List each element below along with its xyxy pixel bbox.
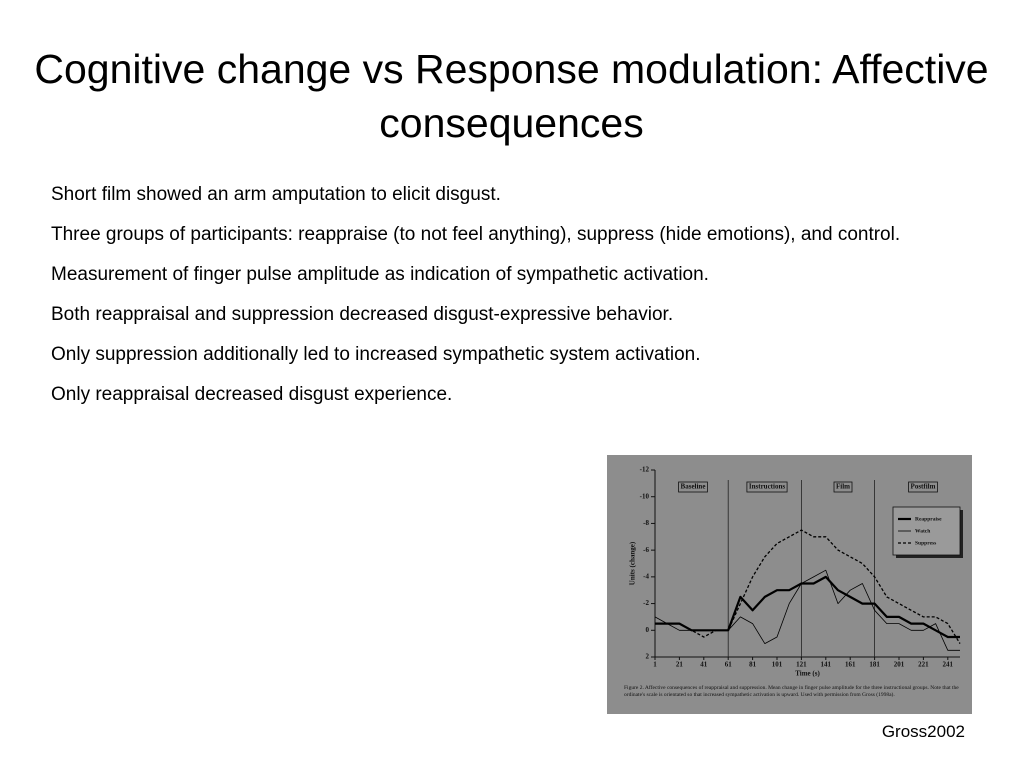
legend-box: [892, 506, 961, 556]
bullet: Short film showed an arm amputation to e…: [51, 184, 501, 205]
phase-label-box: [678, 481, 708, 493]
y-tick-label: -8: [643, 519, 649, 527]
x-tick-label: 101: [772, 661, 783, 669]
series-line: [655, 575, 960, 639]
x-tick-label: 61: [725, 661, 733, 669]
phase-label-box: [746, 481, 788, 493]
y-tick-label: -2: [643, 599, 649, 607]
x-tick-label: 21: [676, 661, 684, 669]
x-tick-label: 81: [749, 661, 757, 669]
phase-label: Instructions: [746, 481, 788, 493]
series-line: [654, 569, 960, 651]
series-line: [655, 529, 961, 644]
bullet: Only reappraisal decreased disgust exper…: [51, 384, 453, 405]
chart: 20-2-4-6-8-10-121 21 41 61 81 101 121 141 161 181…: [629, 466, 963, 678]
phase-label-box: [833, 481, 853, 493]
legend-label: Suppress: [915, 540, 936, 546]
bullet-list: Short film showed an arm amputation to e…: [51, 181, 981, 421]
legend-label: Reappraise: [915, 516, 942, 522]
x-tick-label: 181: [869, 661, 880, 669]
x-tick-label: 201: [894, 661, 905, 669]
phase-label-text: Baseline: [681, 483, 706, 491]
x-tick-label: 161: [845, 661, 856, 669]
figure-caption: Figure 2. Affective consequences of reap…: [624, 685, 959, 698]
y-tick-label: 0: [646, 626, 650, 634]
credit: Gross2002: [881, 722, 965, 741]
x-tick-label: 141: [821, 661, 832, 669]
y-tick-label: -10: [640, 492, 650, 500]
x-tick-label: 221: [918, 661, 929, 669]
slide-title: Cognitive change vs Response modulation:…: [34, 46, 989, 146]
phase-label-text: Instructions: [749, 483, 785, 491]
y-axis-label: Units (change): [629, 541, 637, 585]
bullet: Measurement of finger pulse amplitude as…: [51, 264, 709, 285]
y-tick-label: -4: [643, 572, 649, 580]
x-tick-label: 241: [943, 661, 954, 669]
phase-label: Baseline: [678, 481, 708, 493]
x-tick-label: 41: [700, 661, 708, 669]
phase-label-text: Postfilm: [911, 483, 936, 491]
x-tick-label: 121: [796, 661, 807, 669]
phase-label-box: [908, 481, 938, 493]
bullet: Only suppression additionally led to inc…: [51, 344, 701, 365]
phase-label: Postfilm: [908, 481, 938, 493]
figure: 2 0 -2 -4 -6 -8 -10 -12 1 21 41 61 81 101 121 141 161 181…: [607, 455, 972, 714]
bullet: Three groups of participants: reappraise…: [51, 224, 901, 245]
phase-label-text: Film: [836, 483, 850, 491]
phase-label: Film: [833, 481, 853, 493]
x-axis-label: Time (s): [795, 670, 820, 678]
legend-label: Watch: [915, 528, 930, 534]
y-tick-label: 2: [646, 653, 650, 661]
bullet: Both reappraisal and suppression decreas…: [51, 304, 674, 325]
y-tick-label: -12: [640, 466, 650, 474]
x-tick-label: 1: [653, 661, 657, 669]
y-tick-label: -6: [643, 546, 649, 554]
